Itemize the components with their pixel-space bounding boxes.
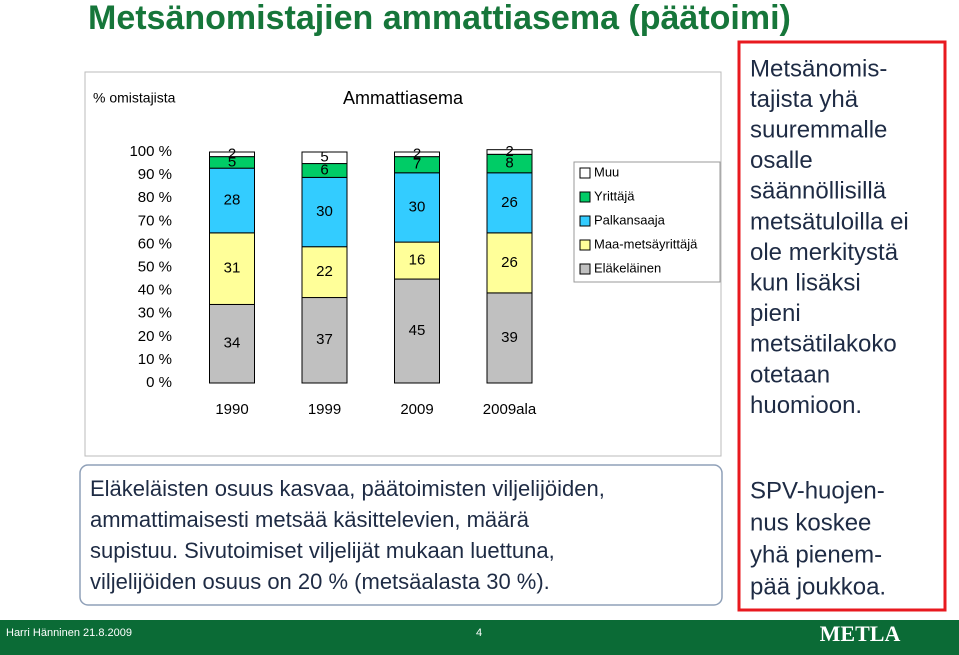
side-note-line: säännöllisillä (750, 178, 887, 205)
bar-segment (486, 232, 533, 294)
y-tick-label: 40 % (138, 282, 172, 299)
chart-frame (84, 71, 722, 457)
body-text-line: ammattimaisesti metsää käsittelevien, mä… (90, 507, 530, 532)
value-label: 22 (316, 263, 333, 280)
side-note-line: yhä pienem- (750, 541, 882, 568)
x-tick-label: 2009ala (483, 401, 537, 418)
page-number: 4 (476, 627, 482, 639)
y-tick-label: 0 % (146, 374, 172, 391)
legend-swatch (579, 239, 591, 251)
y-tick-label: 100 % (129, 143, 172, 160)
bar-segment (486, 149, 533, 155)
bar-segment (394, 278, 440, 384)
side-note-line: otetaan (750, 361, 830, 388)
legend-label: Eläkeläinen (594, 260, 661, 275)
legend-swatch (579, 191, 591, 203)
text-box (79, 464, 723, 606)
side-note-line: suuremmalle (750, 117, 887, 144)
side-note-line: SPV-huojen- (750, 477, 885, 504)
value-label: 37 (316, 331, 333, 348)
legend-box (573, 161, 721, 283)
side-note-line: huomioon. (750, 392, 862, 419)
x-tick-label: 1990 (215, 401, 248, 418)
x-tick-label: 1999 (308, 401, 341, 418)
y-tick-label: 50 % (138, 258, 172, 275)
legend-swatch (579, 263, 591, 275)
body-text-line: viljelijöiden osuus on 20 % (metsäalasta… (90, 569, 550, 594)
value-label: 8 (505, 155, 513, 172)
body-text-line: supistuu. Sivutoimiset viljelijät mukaan… (90, 538, 555, 563)
value-label: 5 (228, 153, 236, 170)
value-label: 30 (316, 203, 333, 220)
bar-segment (486, 292, 533, 384)
value-label: 30 (409, 198, 426, 215)
legend-label: Palkansaaja (594, 212, 666, 227)
side-note-line: pieni (750, 300, 801, 327)
value-label: 5 (320, 149, 328, 166)
y-tick-label: 30 % (138, 305, 172, 322)
side-box (737, 40, 947, 612)
value-label: 26 (501, 254, 518, 271)
value-label: 45 (409, 322, 426, 339)
value-label: 34 (224, 335, 241, 352)
value-label: 2 (505, 143, 513, 160)
side-note-line: Metsänomis- (750, 55, 887, 82)
y-tick-label: 90 % (138, 166, 172, 183)
side-note-line: kun lisäksi (750, 270, 861, 297)
bar-segment (394, 172, 440, 243)
body-text-line: Eläkeläisten osuus kasvaa, päätoimisten … (90, 476, 605, 501)
value-label: 6 (320, 161, 328, 178)
legend-swatch (579, 215, 591, 227)
footer-author: Harri Hänninen 21.8.2009 (6, 627, 132, 639)
bar-segment (301, 246, 348, 299)
y-axis-label: % omistajista (93, 90, 176, 106)
bar-segment (394, 151, 440, 158)
value-label: 16 (409, 252, 426, 269)
side-note-line: osalle (750, 147, 813, 174)
x-tick-label: 2009 (400, 401, 433, 418)
side-note-line: nus koskee (750, 509, 871, 536)
value-label: 39 (501, 329, 518, 346)
slide-title: Metsänomistajien ammattiasema (päätoimi) (88, 0, 791, 37)
bar-segment (301, 151, 348, 165)
legend-label: Yrittäjä (594, 188, 635, 203)
side-note-line: metsätuloilla ei (750, 208, 909, 235)
y-tick-label: 10 % (138, 351, 172, 368)
bar-segment (394, 241, 440, 280)
side-note-line: metsätilakoko (750, 331, 897, 358)
bar-segment (301, 176, 348, 248)
y-tick-label: 60 % (138, 235, 172, 252)
side-note-line: ole merkitystä (750, 239, 899, 266)
side-note-line: tajista yhä (750, 86, 859, 113)
legend-label: Muu (594, 164, 619, 179)
value-label: 31 (224, 260, 241, 277)
value-label: 2 (228, 145, 236, 162)
footer-bar (0, 620, 959, 655)
y-tick-label: 80 % (138, 189, 172, 206)
value-label: 2 (413, 145, 421, 162)
legend-label: Maa-metsäyrittäjä (594, 236, 698, 251)
bar-segment (209, 167, 255, 234)
bar-segment (209, 151, 255, 158)
value-label: 26 (501, 194, 518, 211)
side-note-line: pää joukkoa. (750, 573, 886, 600)
y-tick-label: 70 % (138, 212, 172, 229)
value-label: 28 (224, 191, 241, 208)
chart-title: Ammattiasema (343, 88, 464, 108)
value-label: 7 (413, 156, 421, 173)
legend-swatch (579, 167, 591, 179)
logo: METLA (820, 621, 901, 646)
bar-segment (301, 297, 348, 384)
y-tick-label: 20 % (138, 328, 172, 345)
